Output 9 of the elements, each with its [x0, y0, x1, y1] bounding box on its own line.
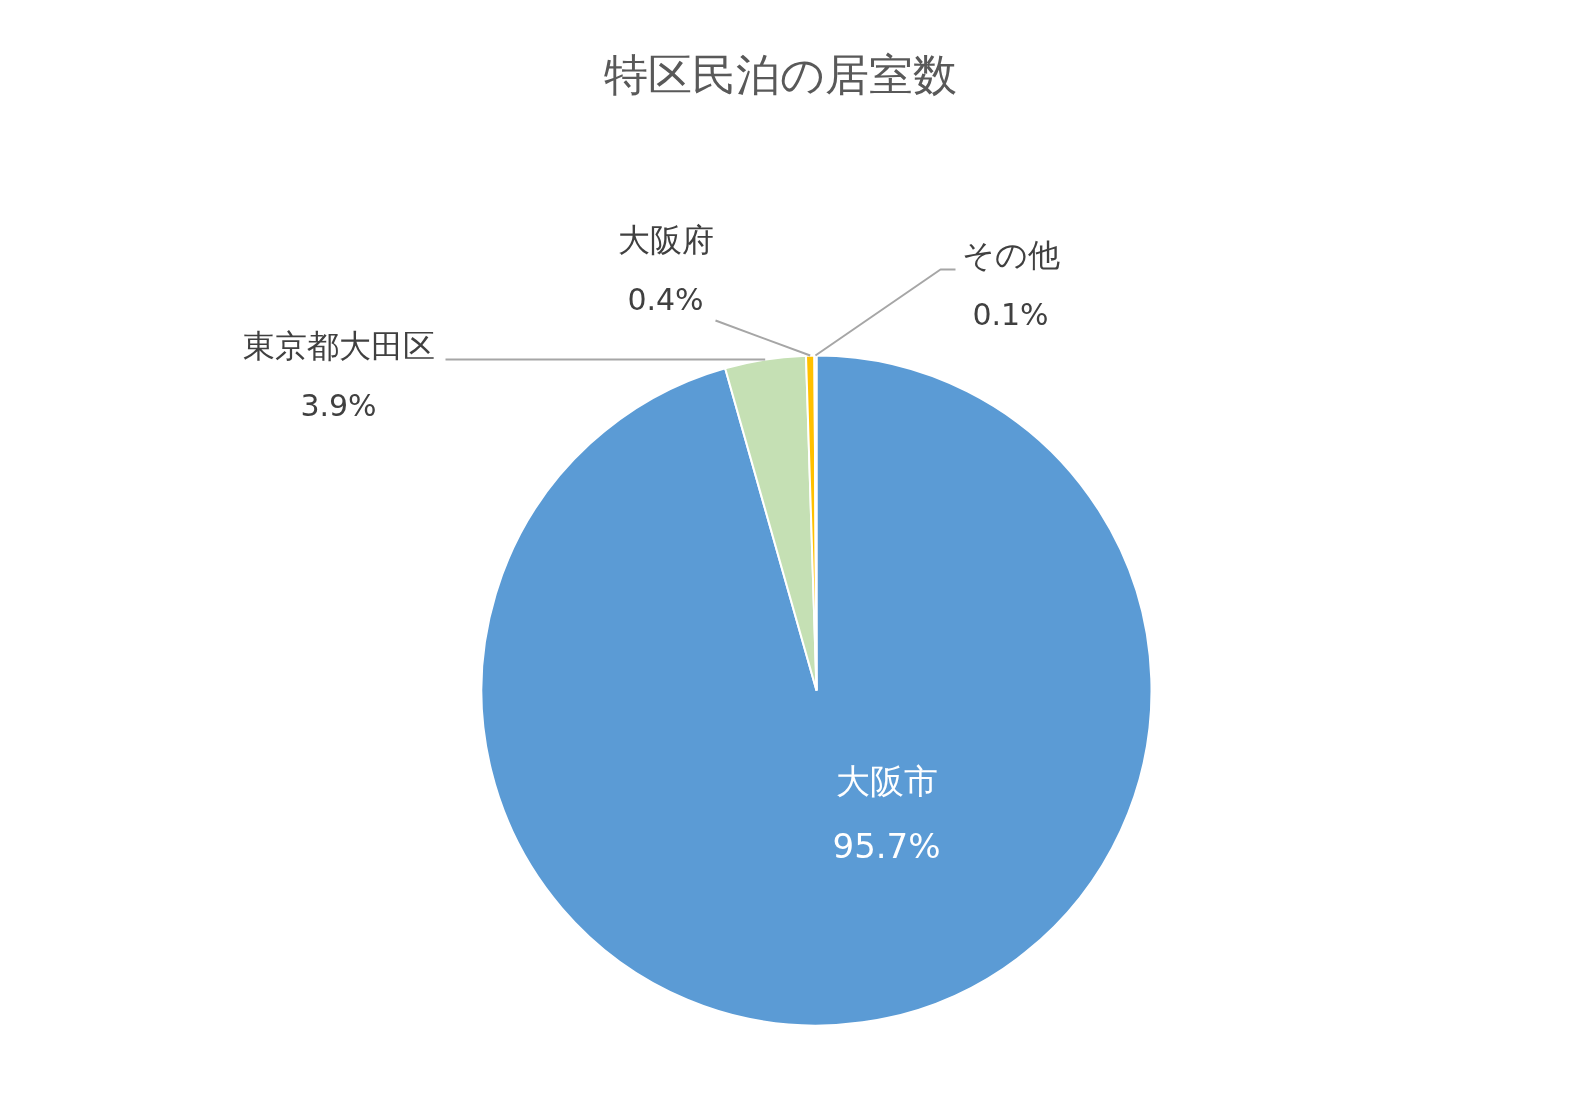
slice-label: 大阪市: [835, 760, 938, 801]
slice-label: その他: [961, 235, 1060, 274]
data-label: 0.4%: [627, 282, 704, 317]
data-label: 3.9%: [300, 388, 377, 423]
chart-title: 特区民泊の居室数: [604, 49, 957, 100]
slice-label: 東京都大田区: [242, 326, 435, 365]
slice-label: 大阪府: [617, 220, 714, 259]
data-label: 95.7%: [832, 825, 941, 866]
data-label: 0.1%: [972, 297, 1049, 332]
